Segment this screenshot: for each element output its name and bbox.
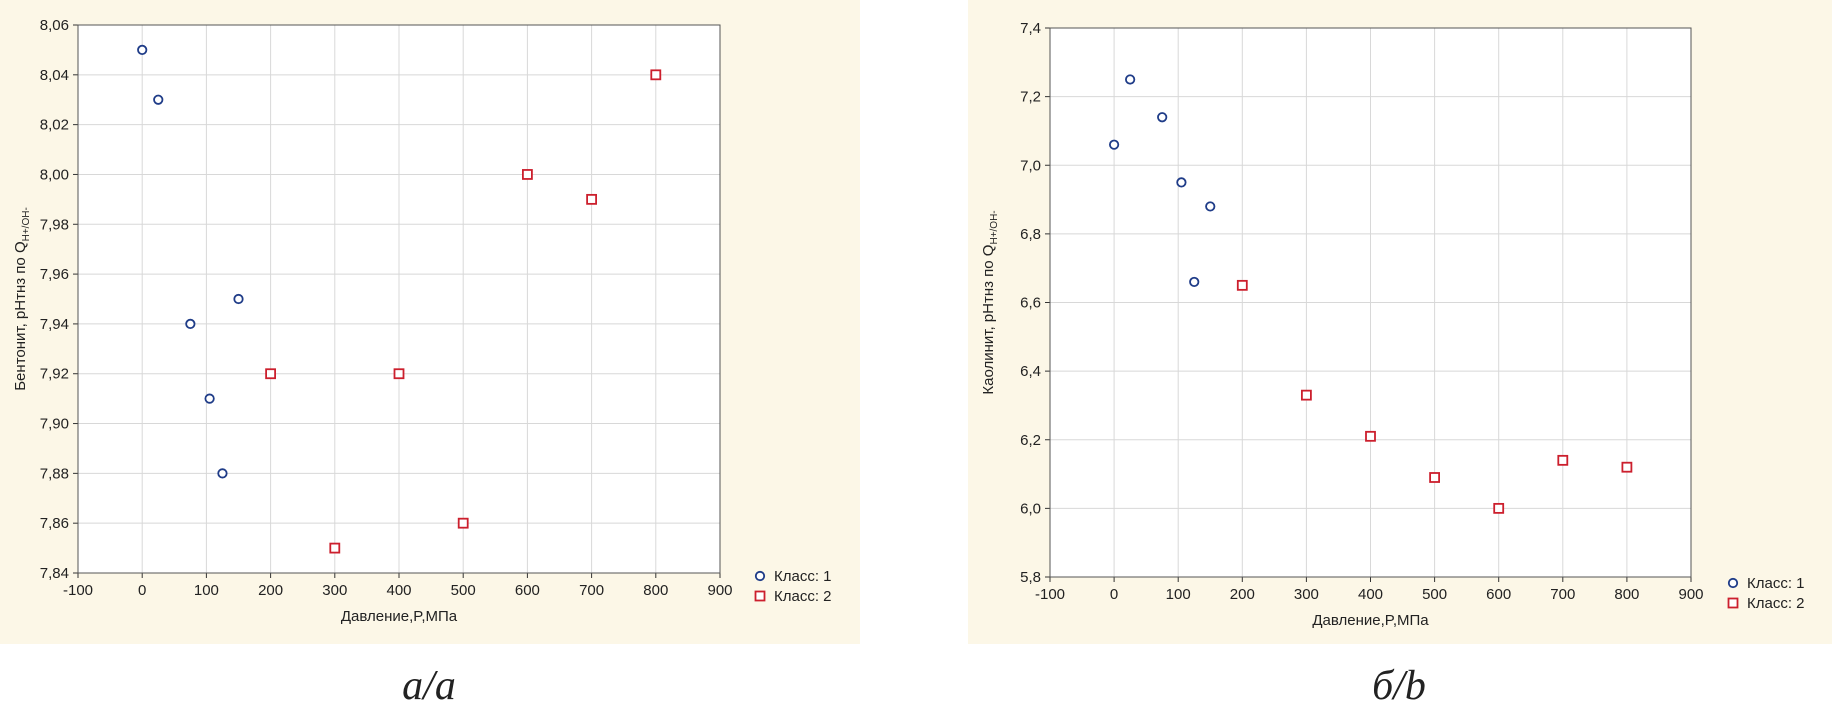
bentonite-tick-label-y: 7,88 (40, 465, 69, 482)
kaolinite-tick-label-x: -100 (1035, 586, 1065, 603)
kaolinite-tick-label-y: 7,4 (1020, 20, 1041, 37)
kaolinite-tick-label-y: 6,8 (1020, 226, 1041, 243)
bentonite-point-class1 (153, 94, 164, 105)
bentonite-tick-label-x: 600 (515, 582, 540, 599)
kaolinite-point-class2 (1557, 454, 1569, 466)
bentonite-tick-label-x: 800 (643, 582, 668, 599)
bentonite-tick-label-x: 100 (194, 582, 219, 599)
bentonite-point-class2 (265, 368, 277, 380)
kaolinite-y-axis-title: Каолинит, pHтнз по QH+/OH- (980, 210, 1000, 394)
bentonite-tick-label-y: 7,94 (40, 316, 69, 333)
caption-a: а/а (402, 663, 456, 709)
kaolinite-point-class1 (1189, 276, 1200, 288)
bentonite-tick-label-y: 7,84 (40, 565, 69, 582)
kaolinite-legend-label-class1: Класс: 1 (1747, 575, 1805, 592)
kaolinite-tick-label-x: 900 (1678, 586, 1703, 603)
bentonite-tick-label-y: 8,04 (40, 67, 69, 84)
bentonite-point-class1 (217, 468, 228, 479)
kaolinite-point-class1 (1205, 201, 1216, 212)
kaolinite-point-class2 (1300, 389, 1312, 401)
kaolinite-point-class1 (1176, 177, 1187, 188)
kaolinite-tick-label-y: 7,0 (1020, 157, 1041, 174)
bentonite-point-class2 (586, 193, 597, 205)
bentonite-tick-label-x: 900 (707, 582, 732, 599)
kaolinite-tick-label-x: 100 (1166, 586, 1191, 603)
kaolinite-tick-label-y: 7,2 (1020, 89, 1041, 106)
kaolinite-point-class1 (1125, 74, 1136, 85)
kaolinite-tick-label-x: 400 (1358, 586, 1383, 603)
chart-panel-bentonite: -100 0 100 200 300 400 500 600 700 800 900 7,84 7,86… (0, 0, 860, 644)
bentonite-x-axis-title: Давление,P,МПа (341, 608, 458, 625)
kaolinite-legend-marker-class1 (1727, 577, 1739, 589)
kaolinite-tick-label-x: 600 (1486, 586, 1511, 603)
bentonite-tick-label-y: 8,00 (40, 166, 69, 183)
kaolinite-tick-label-y: 6,4 (1020, 363, 1041, 380)
kaolinite-tick-label-y: 6,6 (1020, 295, 1041, 312)
bentonite-plot-frame (77, 24, 721, 574)
bentonite-tick-label-y: 7,96 (40, 266, 69, 283)
bentonite-tick-label-y: 7,86 (40, 515, 69, 532)
chart-bentonite: -100 0 100 200 300 400 500 600 700 800 900 7,84 7,86… (12, 17, 832, 625)
bentonite-tick-label-x: 300 (322, 582, 347, 599)
bentonite-point-class2 (522, 169, 533, 180)
bentonite-tick-label-y: 8,06 (40, 17, 69, 34)
bentonite-tick-label-x: -100 (63, 582, 93, 599)
kaolinite-tick-label-x: 0 (1110, 586, 1118, 603)
bentonite-tick-label-x: 0 (138, 582, 146, 599)
kaolinite-tick-label-x: 700 (1550, 586, 1575, 603)
kaolinite-tick-label-x: 200 (1230, 586, 1255, 603)
bentonite-point-class2 (457, 517, 469, 529)
kaolinite-legend-marker-class2 (1727, 597, 1739, 609)
bentonite-point-class2 (393, 368, 405, 380)
bentonite-legend-marker-class2 (754, 590, 766, 602)
kaolinite-point-class2 (1365, 430, 1376, 442)
kaolinite-tick-label-y: 5,8 (1020, 569, 1041, 586)
bentonite-tick-label-x: 200 (258, 582, 283, 599)
kaolinite-tick-label-y: 6,2 (1020, 432, 1041, 449)
bentonite-point-class1 (137, 44, 148, 56)
bentonite-legend-label-class2: Класс: 2 (774, 588, 832, 605)
kaolinite-point-class2 (1621, 461, 1633, 473)
bentonite-tick-label-y: 7,90 (40, 416, 69, 433)
kaolinite-point-class1 (1109, 139, 1120, 150)
caption-b: б/b (1372, 663, 1426, 709)
bentonite-tick-label-x: 400 (386, 582, 411, 599)
bentonite-tick-label-y: 7,92 (40, 366, 69, 383)
kaolinite-legend-label-class2: Класс: 2 (1747, 595, 1805, 612)
chart-kaolinite: -100 0 100 200 300 400 500 600 700 800 900 5,8 6,0 6,… (980, 20, 1805, 629)
kaolinite-tick-label-x: 800 (1614, 586, 1639, 603)
bentonite-point-class1 (233, 293, 244, 305)
bentonite-y-axis-title: Бентонит, pHтнз по QH+/OH- (12, 207, 32, 391)
chart-panel-kaolinite: -100 0 100 200 300 400 500 600 700 800 900 5,8 6,0 6,… (968, 0, 1832, 644)
kaolinite-tick-label-y: 6,0 (1020, 500, 1041, 517)
kaolinite-tick-label-x: 500 (1422, 586, 1447, 603)
kaolinite-x-axis-title: Давление,P,МПа (1312, 612, 1429, 629)
bentonite-point-class1 (204, 393, 215, 404)
kaolinite-point-class2 (1429, 472, 1441, 483)
bentonite-legend-marker-class1 (754, 570, 766, 582)
bentonite-point-class2 (650, 69, 662, 81)
bentonite-legend-label-class1: Класс: 1 (774, 568, 832, 585)
bentonite-point-class1 (185, 318, 196, 330)
kaolinite-point-class2 (1236, 279, 1248, 291)
bentonite-point-class2 (329, 542, 341, 554)
bentonite-tick-label-x: 500 (451, 582, 476, 599)
bentonite-tick-label-x: 700 (579, 582, 604, 599)
bentonite-tick-label-y: 8,02 (40, 117, 69, 134)
kaolinite-plot-frame (1049, 27, 1692, 578)
kaolinite-point-class1 (1157, 112, 1168, 123)
kaolinite-tick-label-x: 300 (1294, 586, 1319, 603)
bentonite-tick-label-y: 7,98 (40, 216, 69, 233)
kaolinite-point-class2 (1493, 502, 1505, 514)
